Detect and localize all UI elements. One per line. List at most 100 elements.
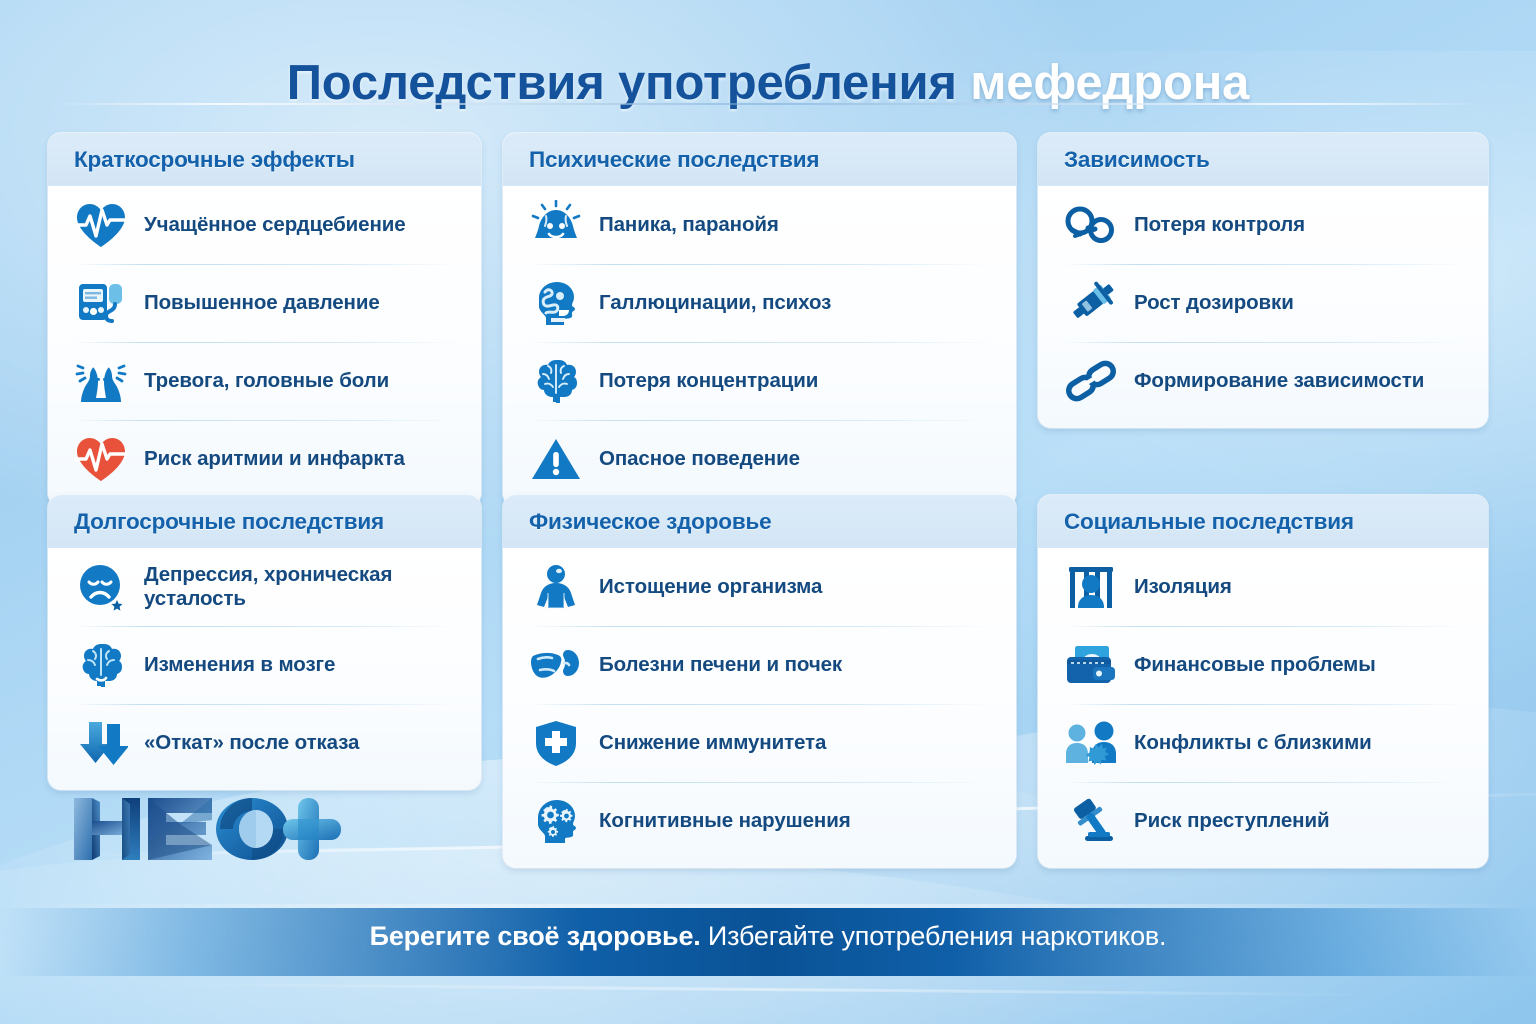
list-item-label: Учащённое сердцебиение: [144, 213, 406, 237]
list-item: Повышенное давление: [68, 264, 461, 342]
gavel-icon: [1060, 791, 1122, 851]
card-header: Краткосрочные эффекты: [48, 133, 481, 186]
card-title: Физическое здоровье: [529, 509, 772, 534]
card-3: Зависимость Потеря контроля Рост дозировки…: [1038, 133, 1488, 428]
card-title: Психические последствия: [529, 147, 820, 172]
list-item-label: Риск аритмии и инфаркта: [144, 447, 405, 471]
list-item-label: Повышенное давление: [144, 291, 380, 315]
list-item-label: Опасное поведение: [599, 447, 800, 471]
thin-person-icon: [525, 557, 587, 617]
list-item: Формирование зависимости: [1058, 342, 1468, 420]
list-item-label: Потеря концентрации: [599, 369, 819, 393]
list-item-label: «Откат» после отказа: [144, 731, 360, 755]
card-title: Долгосрочные последствия: [74, 509, 384, 534]
list-item-label: Когнитивные нарушения: [599, 809, 851, 833]
brain-change-icon: [70, 635, 132, 695]
card-4: Долгосрочные последствия Депрессия, хрони…: [48, 495, 481, 790]
head-gears-icon: [525, 791, 587, 851]
card-body: Учащённое сердцебиение Повышенное давлени…: [48, 186, 481, 506]
card-header: Социальные последствия: [1038, 495, 1488, 548]
list-item-label: Паника, паранойя: [599, 213, 779, 237]
page-title-highlight: мефедрона: [970, 55, 1250, 110]
card-header: Долгосрочные последствия: [48, 495, 481, 548]
handcuffs-icon: [1060, 195, 1122, 255]
list-item-label: Депрессия, хроническая усталость: [144, 563, 393, 610]
list-item-label: Риск преступлений: [1134, 809, 1330, 833]
card-body: Депрессия, хроническая усталость Изменени…: [48, 548, 481, 790]
list-item: Изменения в мозге: [68, 626, 461, 704]
list-item: Изоляция: [1058, 548, 1468, 626]
heart-pulse-icon: [70, 195, 132, 255]
card-header: Физическое здоровье: [503, 495, 1016, 548]
card-header: Зависимость: [1038, 133, 1488, 186]
list-item: Финансовые проблемы: [1058, 626, 1468, 704]
footer-band: [0, 908, 1536, 976]
prison-bars-icon: [1060, 557, 1122, 617]
list-item: Тревога, головные боли: [68, 342, 461, 420]
list-item: Снижение иммунитета: [523, 704, 996, 782]
card-body: Потеря контроля Рост дозировки Формировани…: [1038, 186, 1488, 428]
warning-triangle-icon: [525, 429, 587, 489]
list-item-label: Рост дозировки: [1134, 291, 1294, 315]
list-item-label: Истощение организма: [599, 575, 823, 599]
list-item: Риск преступлений: [1058, 782, 1468, 860]
card-1: Краткосрочные эффекты Учащённое сердцебие…: [48, 133, 481, 506]
footer-message-rest: Избегайте употребления наркотиков.: [700, 921, 1167, 951]
list-item-label: Потеря контроля: [1134, 213, 1306, 237]
list-item-label: Изменения в мозге: [144, 653, 336, 677]
card-title: Социальные последствия: [1064, 509, 1354, 534]
hallucination-head-icon: [525, 273, 587, 333]
card-body: Паника, паранойя Галлюцинации, психоз Поте…: [503, 186, 1016, 506]
list-item: Риск аритмии и инфаркта: [68, 420, 461, 498]
list-item: «Откат» после отказа: [68, 704, 461, 782]
footer-band-highlight: [0, 904, 1536, 909]
page-title-primary: Последствия употребления: [286, 55, 957, 110]
list-item-label: Галлюцинации, психоз: [599, 291, 832, 315]
list-item-label: Изоляция: [1134, 575, 1232, 599]
brain-icon: [525, 351, 587, 411]
conflict-people-icon: [1060, 713, 1122, 773]
sad-face-icon: [70, 557, 132, 617]
list-item-label: Финансовые проблемы: [1134, 653, 1376, 677]
list-item-label: Тревога, головные боли: [144, 369, 390, 393]
footer-message-bold: Берегите своё здоровье.: [369, 921, 701, 951]
list-item: Истощение организма: [523, 548, 996, 626]
list-item: Когнитивные нарушения: [523, 782, 996, 860]
card-body: Истощение организма Болезни печени и поче…: [503, 548, 1016, 868]
syringe-icon: [1060, 273, 1122, 333]
footer-message: Берегите своё здоровье. Избегайте употре…: [0, 920, 1536, 952]
list-item: Паника, паранойя: [523, 186, 996, 264]
panic-face-icon: [525, 195, 587, 255]
blood-pressure-monitor-icon: [70, 273, 132, 333]
list-item: Опасное поведение: [523, 420, 996, 498]
list-item-label: Конфликты с близкими: [1134, 731, 1372, 755]
list-item: Потеря контроля: [1058, 186, 1468, 264]
headache-person-icon: [70, 351, 132, 411]
neo-plus-logo: [70, 790, 345, 868]
card-5: Физическое здоровье Истощение организма Бо…: [503, 495, 1016, 868]
heart-attack-icon: [70, 429, 132, 489]
card-title: Краткосрочные эффекты: [74, 147, 355, 172]
list-item: Депрессия, хроническая усталость: [68, 548, 461, 626]
wallet-icon: [1060, 635, 1122, 695]
list-item: Рост дозировки: [1058, 264, 1468, 342]
shield-cross-icon: [525, 713, 587, 773]
card-body: Изоляция Финансовые проблемы Конфликты с б…: [1038, 548, 1488, 868]
list-item-label: Болезни печени и почек: [599, 653, 843, 677]
list-item-label: Снижение иммунитета: [599, 731, 827, 755]
list-item: Болезни печени и почек: [523, 626, 996, 704]
list-item: Конфликты с близкими: [1058, 704, 1468, 782]
card-title: Зависимость: [1064, 147, 1210, 172]
list-item: Галлюцинации, психоз: [523, 264, 996, 342]
list-item: Потеря концентрации: [523, 342, 996, 420]
page-title: Последствия употребления мефедрона: [0, 55, 1536, 111]
down-arrows-icon: [70, 713, 132, 773]
title-divider: [52, 103, 1484, 105]
liver-kidney-icon: [525, 635, 587, 695]
chain-link-icon: [1060, 351, 1122, 411]
card-2: Психические последствия Паника, паранойя Г…: [503, 133, 1016, 506]
list-item: Учащённое сердцебиение: [68, 186, 461, 264]
card-header: Психические последствия: [503, 133, 1016, 186]
card-6: Социальные последствия Изоляция Финансовые…: [1038, 495, 1488, 868]
list-item-label: Формирование зависимости: [1134, 369, 1425, 393]
